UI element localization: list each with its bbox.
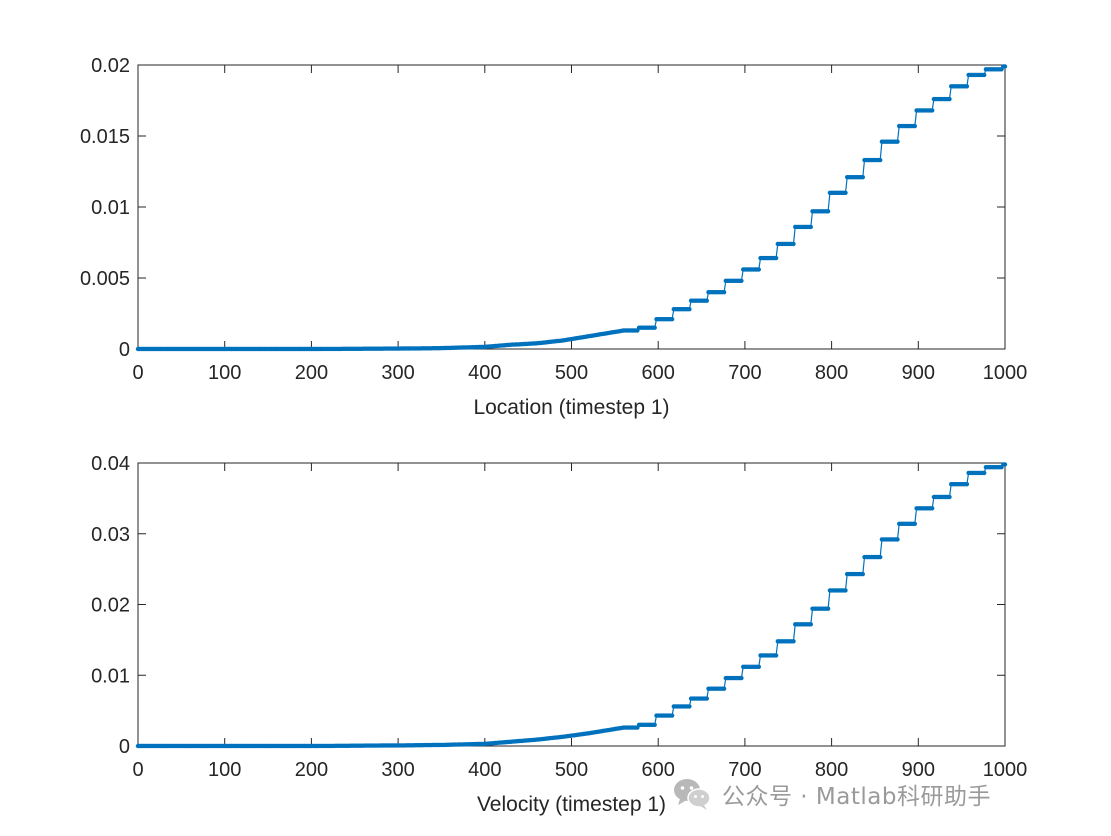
chart2-axes-box — [137, 462, 1006, 747]
chart1-xtick-label: 300 — [381, 362, 414, 384]
chart1-data-point — [808, 224, 813, 230]
chart1-data-point — [652, 325, 657, 330]
chart2-xlabel: Velocity (timestep 1) — [477, 793, 666, 816]
chart2-xtick-label: 100 — [208, 759, 241, 781]
chart2-series-line — [138, 463, 1005, 747]
chart1-xtick-label: 200 — [295, 362, 328, 384]
chart2-data-point — [964, 482, 970, 487]
chart2-data-point — [669, 713, 675, 718]
chart1-series-line — [138, 65, 1005, 350]
chart2-data-point — [930, 506, 935, 511]
chart1-xtick-label: 800 — [815, 362, 848, 384]
chart1-ytick-label: 0 — [119, 339, 130, 361]
chart1-data-point — [704, 298, 709, 303]
chart1-data-point — [895, 139, 900, 144]
chart1-data-point — [860, 175, 865, 180]
chart1-xtick-label: 900 — [902, 362, 935, 384]
chart2-xtick-label: 0 — [132, 759, 143, 781]
chart2-xtick-label: 800 — [815, 759, 848, 781]
chart2-xtick-label: 900 — [902, 759, 935, 781]
chart2-ytick-label: 0.01 — [91, 665, 130, 687]
chart1-axes-box — [137, 64, 1006, 350]
chart1-data-point — [756, 267, 761, 272]
chart1-ytick-label: 0.02 — [91, 55, 130, 77]
chart2-xtick-label: 200 — [295, 759, 328, 781]
chart2-data-point — [808, 622, 813, 627]
chart1-data-point — [669, 317, 675, 322]
chart1-data-point — [912, 123, 917, 129]
chart1-xtick-label: 600 — [642, 362, 675, 384]
chart1-xtick-label: 1000 — [983, 362, 1028, 384]
chart1-data-point — [947, 96, 952, 102]
chart1-data-point — [791, 241, 796, 247]
chart2-data-point — [912, 521, 917, 526]
chart2-data-point — [860, 571, 865, 577]
chart1-data-point — [825, 209, 831, 214]
chart1-xtick-label: 0 — [132, 362, 143, 384]
chart2-data-point — [791, 639, 796, 644]
chart1-data-point — [1002, 64, 1008, 69]
chart2-xtick-label: 400 — [468, 759, 501, 781]
chart2-data-point — [721, 686, 727, 691]
chart1-xtick-label: 700 — [728, 362, 761, 384]
chart1-data-point — [878, 157, 883, 163]
chart1-data-point — [739, 278, 744, 283]
chart2-data-point — [878, 554, 883, 560]
chart2-data-point — [773, 653, 779, 658]
chart1-data-point — [843, 190, 848, 195]
chart1-data-point — [964, 84, 970, 89]
chart2-data-point — [687, 704, 692, 709]
chart1-data-point — [982, 72, 987, 78]
chart2-data-point — [1002, 462, 1008, 467]
chart1-xtick-label: 400 — [468, 362, 501, 384]
chart2-data-point — [704, 696, 709, 701]
chart2-xtick-label: 300 — [381, 759, 414, 781]
chart1-ytick-label: 0.005 — [80, 268, 130, 290]
chart2-data-point — [825, 606, 831, 611]
chart2-ytick-label: 0.04 — [91, 453, 130, 475]
chart2-data-point — [756, 664, 761, 669]
chart1-data-point — [721, 290, 727, 295]
chart1-data-point — [930, 108, 935, 113]
chart1-data-point — [773, 255, 779, 261]
chart2-ytick-label: 0.02 — [91, 595, 130, 617]
chart2-data-point — [652, 722, 657, 727]
chart2-xtick-label: 1000 — [983, 759, 1028, 781]
chart1-ytick-label: 0.01 — [91, 197, 130, 219]
chart2-data-point — [982, 470, 987, 476]
chart2-xtick-label: 500 — [555, 759, 588, 781]
chart2-data-point — [843, 588, 848, 593]
chart2-data-point — [739, 675, 744, 681]
chart2-ytick-label: 0 — [119, 736, 130, 758]
chart1-data-point — [687, 307, 692, 312]
chart1-xlabel: Location (timestep 1) — [473, 396, 669, 419]
chart2-xtick-label: 700 — [728, 759, 761, 781]
chart1-xtick-label: 100 — [208, 362, 241, 384]
chart2-xtick-label: 600 — [642, 759, 675, 781]
chart1-xtick-label: 500 — [555, 362, 588, 384]
chart2-data-point — [947, 494, 952, 500]
chart2-ytick-label: 0.03 — [91, 524, 130, 546]
chart1-ytick-label: 0.015 — [80, 126, 130, 148]
chart2-data-point — [895, 537, 900, 542]
